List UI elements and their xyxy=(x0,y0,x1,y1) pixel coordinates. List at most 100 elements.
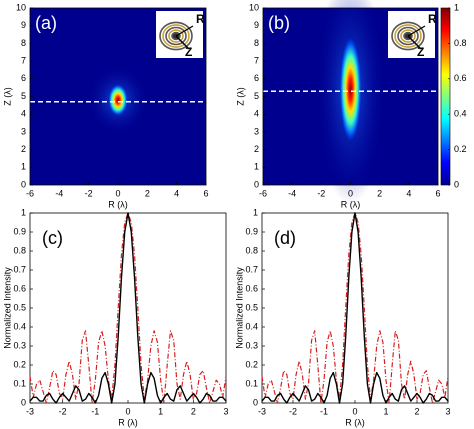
y-tick-label: 10 xyxy=(249,2,259,12)
x-tick-label: 4 xyxy=(406,188,411,198)
panel-label: (b) xyxy=(268,13,290,33)
y-tick-label: 4 xyxy=(21,109,26,119)
y-tick-label: 6 xyxy=(254,73,259,83)
inset-ring xyxy=(397,26,419,46)
colorbar-tick-label: 1 xyxy=(454,2,459,12)
y-tick-label: 3 xyxy=(254,126,259,136)
y-tick-label: 1 xyxy=(21,207,26,217)
x-tick-label: 1 xyxy=(383,406,388,416)
y-tick-label: 2 xyxy=(21,144,26,154)
x-tick-label: -3 xyxy=(26,406,34,416)
x-axis-label: R (λ) xyxy=(345,417,365,427)
y-tick-label: 0.6 xyxy=(245,283,258,293)
colorbar-tick-label: 0.2 xyxy=(454,144,467,154)
y-axis-label: Z (λ) xyxy=(2,87,12,106)
y-tick-label: 0 xyxy=(254,179,259,189)
series-line xyxy=(29,212,227,404)
y-tick-label: 9 xyxy=(21,20,26,30)
x-tick-label: 0 xyxy=(115,188,120,198)
y-tick-label: 3 xyxy=(21,126,26,136)
y-tick-label: 1 xyxy=(21,162,26,172)
y-tick-label: 5 xyxy=(21,91,26,101)
colorbar-tick-label: 0 xyxy=(454,179,459,189)
inset-arrow xyxy=(175,25,194,37)
y-tick-label: 0.1 xyxy=(245,378,258,388)
inset-label: R xyxy=(196,12,205,26)
inset-ring xyxy=(394,24,422,48)
y-tick-label: 9 xyxy=(254,20,259,30)
x-tick-label: 1 xyxy=(158,406,163,416)
x-tick-label: -1 xyxy=(91,406,99,416)
y-tick-label: 1 xyxy=(253,207,258,217)
y-tick-label: 0 xyxy=(21,179,26,189)
y-tick-label: 7 xyxy=(21,55,26,65)
inset-label: R xyxy=(428,12,437,26)
y-tick-label: 0.9 xyxy=(13,226,26,236)
y-tick-label: 0.3 xyxy=(13,340,26,350)
inset-label: Z xyxy=(185,45,192,59)
inset-arrow xyxy=(407,35,422,50)
x-tick-label: 2 xyxy=(145,188,150,198)
inset-label: Z xyxy=(417,45,424,59)
x-tick-label: -4 xyxy=(288,188,296,198)
x-tick-label: -1 xyxy=(320,406,328,416)
y-tick-label: 0 xyxy=(21,397,26,407)
inset-ring xyxy=(165,26,187,46)
y-tick-label: 1 xyxy=(254,162,259,172)
inset-ring xyxy=(162,24,190,48)
inset-ring xyxy=(400,29,416,43)
y-tick-label: 5 xyxy=(254,91,259,101)
x-tick-label: -6 xyxy=(259,188,267,198)
y-tick-label: 0.6 xyxy=(13,283,26,293)
axes-frame xyxy=(29,7,207,186)
inset-ring xyxy=(391,21,425,51)
y-tick-label: 0.7 xyxy=(13,264,26,274)
colorbar xyxy=(440,7,451,186)
x-axis-label: R (λ) xyxy=(108,199,128,209)
y-tick-label: 0 xyxy=(253,397,258,407)
x-tick-label: -3 xyxy=(258,406,266,416)
y-tick-label: 0.9 xyxy=(245,226,258,236)
x-axis-label: R (λ) xyxy=(341,199,361,209)
x-tick-label: 4 xyxy=(174,188,179,198)
series-line xyxy=(261,212,449,404)
inset-ring xyxy=(159,21,193,51)
y-axis-label: Z (λ) xyxy=(235,87,245,106)
y-tick-label: 0.2 xyxy=(13,359,26,369)
x-tick-label: 3 xyxy=(223,406,228,416)
panel-label: (a) xyxy=(35,13,57,33)
x-tick-label: -2 xyxy=(317,188,325,198)
y-tick-label: 0.2 xyxy=(245,359,258,369)
panel-label: (d) xyxy=(274,228,296,248)
y-tick-label: 0.5 xyxy=(245,302,258,312)
y-tick-label: 0.7 xyxy=(245,264,258,274)
y-tick-label: 0.8 xyxy=(13,245,26,255)
y-tick-label: 0.3 xyxy=(245,340,258,350)
x-tick-label: 2 xyxy=(377,188,382,198)
y-tick-label: 10 xyxy=(16,2,26,12)
y-tick-label: 0.5 xyxy=(13,302,26,312)
x-tick-label: 0 xyxy=(125,406,130,416)
focal-spot xyxy=(338,34,363,145)
y-axis-label: Normalized Intensity xyxy=(234,267,244,349)
y-tick-label: 0.8 xyxy=(245,245,258,255)
y-tick-label: 4 xyxy=(254,109,259,119)
axes-frame xyxy=(262,7,439,186)
colorbar-tick-label: 0.6 xyxy=(454,73,467,83)
y-tick-label: 2 xyxy=(254,144,259,154)
colorbar-tick-label: 0.4 xyxy=(454,109,467,119)
x-tick-label: 6 xyxy=(435,188,440,198)
inset-arrow xyxy=(407,25,426,37)
x-tick-label: 2 xyxy=(191,406,196,416)
x-axis-label: R (λ) xyxy=(118,417,138,427)
panel-label: (c) xyxy=(42,228,63,248)
x-tick-label: 0 xyxy=(348,188,353,198)
x-tick-label: 3 xyxy=(445,406,450,416)
y-tick-label: 0.4 xyxy=(13,321,26,331)
x-tick-label: -2 xyxy=(59,406,67,416)
inset-ring xyxy=(168,29,184,43)
y-tick-label: 6 xyxy=(21,73,26,83)
y-tick-label: 8 xyxy=(21,38,26,48)
y-tick-label: 0.1 xyxy=(13,378,26,388)
